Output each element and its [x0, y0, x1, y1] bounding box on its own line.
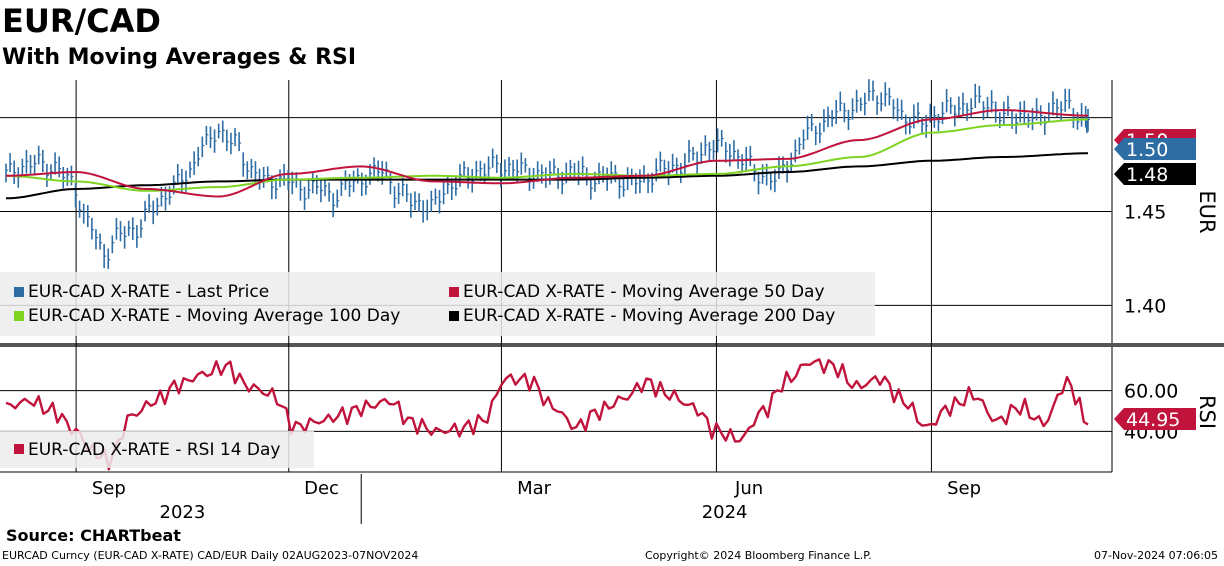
legend-swatch [14, 287, 24, 297]
price-value-tag: 1.50 [1114, 138, 1196, 161]
chart-subtitle: With Moving Averages & RSI [2, 45, 357, 70]
price-value-tag-label: 1.50 [1126, 139, 1168, 161]
ticker-info: EURCAD Curncy (EUR-CAD X-RATE) CAD/EUR D… [2, 549, 419, 562]
rsi-axis-title: RSI [1195, 395, 1219, 429]
legend-entry: EUR-CAD X-RATE - Moving Average 100 Day [28, 306, 400, 326]
ma200-value-tag-label: 1.48 [1126, 164, 1168, 186]
year-label: 2024 [702, 502, 748, 523]
panel-separator [0, 343, 1224, 347]
ma50-line [6, 109, 1089, 198]
price-tick-label: 1.45 [1124, 202, 1166, 224]
timestamp: 07-Nov-2024 07:06:05 [1093, 549, 1218, 562]
rsi-value-tag: 44.95 [1114, 408, 1196, 431]
copyright-note: Copyright© 2024 Bloomberg Finance L.P. [645, 549, 872, 562]
legend-entry: EUR-CAD X-RATE - Moving Average 50 Day [463, 282, 825, 302]
rsi-value-tag-shape [1114, 408, 1196, 430]
x-tick-label: Sep [947, 478, 981, 499]
year-label: 2023 [160, 502, 206, 523]
price-axis-title: EUR [1195, 190, 1219, 233]
price-legend [0, 272, 875, 336]
rsi-value-tag-label: 44.95 [1126, 409, 1180, 431]
x-tick-label: Sep [92, 478, 126, 499]
ma200-value-tag-shape [1114, 163, 1196, 185]
ma200-value-tag: 1.48 [1114, 163, 1196, 186]
x-tick-label: Dec [304, 478, 339, 499]
chart-title: EUR/CAD [2, 2, 161, 40]
legend-entry: EUR-CAD X-RATE - Moving Average 200 Day [463, 306, 835, 326]
price-tick-label: 1.40 [1124, 295, 1166, 317]
legend-swatch [14, 311, 24, 321]
price-value-tag-shape [1114, 138, 1196, 160]
rsi-legend-bg [0, 431, 314, 468]
x-tick-label: Mar [517, 478, 552, 499]
rsi-line [5, 358, 1089, 471]
price-legend-bg [0, 272, 875, 336]
legend-swatch [449, 311, 459, 321]
source-note: Source: CHARTbeat [6, 526, 181, 545]
legend-swatch [14, 444, 24, 454]
rsi-tick-label: 60.00 [1124, 381, 1178, 403]
ma100-line [5, 118, 1089, 192]
legend-entry: EUR-CAD X-RATE - Last Price [28, 282, 269, 302]
legend-swatch [449, 287, 459, 297]
x-tick-label: Jun [734, 478, 763, 499]
legend-entry: EUR-CAD X-RATE - RSI 14 Day [28, 440, 281, 460]
